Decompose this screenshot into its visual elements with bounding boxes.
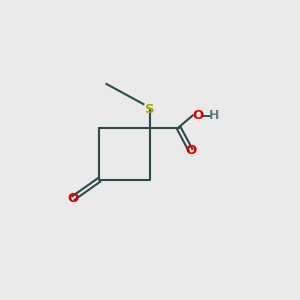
Text: O: O (185, 143, 196, 157)
Text: O: O (68, 191, 79, 205)
Text: H: H (209, 109, 220, 122)
Text: S: S (145, 103, 155, 116)
Text: O: O (192, 109, 204, 122)
